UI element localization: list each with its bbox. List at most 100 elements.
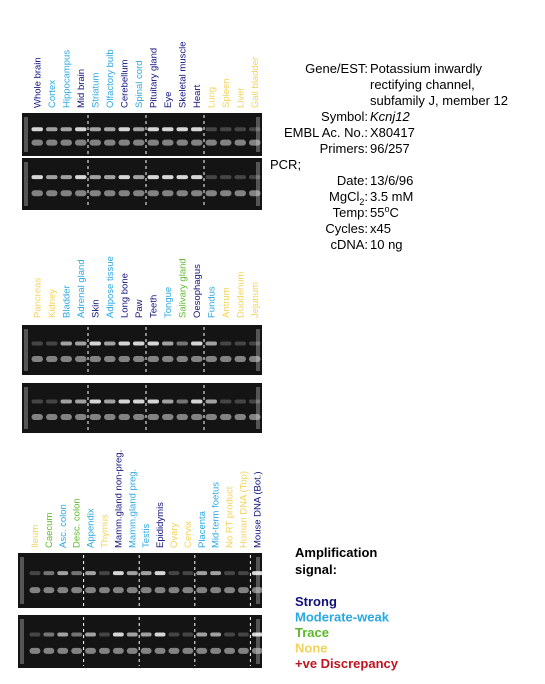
ladder [24, 387, 28, 429]
lane-label: Hippocampus [61, 50, 72, 108]
band-product [99, 571, 110, 576]
band-product [182, 571, 194, 576]
band-product [46, 175, 58, 180]
band-product [220, 127, 232, 132]
band-primer [60, 190, 72, 197]
band-primer [46, 356, 58, 362]
band-primer [118, 190, 130, 197]
lane-label: Pancreas [32, 278, 43, 318]
info-value: C [389, 205, 398, 220]
band-product [126, 571, 138, 576]
info-label: Primers: [320, 141, 368, 156]
band-primer [133, 139, 145, 146]
lane-label: Placenta [197, 510, 208, 548]
band-primer [234, 356, 246, 362]
band-primer [162, 139, 174, 146]
lane-label: Lung [206, 87, 217, 108]
gel [22, 158, 262, 210]
band-product [234, 127, 246, 132]
band-primer [29, 587, 41, 594]
band-product [162, 127, 174, 132]
lane-label: Jejunum [250, 282, 261, 318]
band-primer [234, 190, 246, 197]
band-product [89, 175, 101, 180]
lane-label: Desc. colon [72, 498, 83, 548]
band-product [118, 341, 130, 346]
band-primer [112, 587, 124, 594]
band-product [31, 399, 43, 404]
band-primer [85, 647, 96, 654]
lane-label: Ileum [30, 525, 41, 548]
info-label: : [364, 189, 368, 204]
lane-label: Caecum [44, 513, 55, 548]
info-label: 2 [359, 197, 364, 207]
info-label: cDNA: [330, 237, 368, 252]
band-primer [191, 414, 203, 420]
band-product [191, 341, 203, 346]
band-primer [147, 356, 159, 362]
band-primer [133, 190, 145, 197]
band-primer [238, 587, 249, 594]
gel [18, 553, 262, 608]
band-product [205, 399, 217, 404]
legend-item: Trace [295, 625, 329, 640]
band-primer [154, 587, 166, 594]
lane-label: Testis [141, 523, 152, 548]
ladder [256, 619, 260, 664]
band-product [60, 341, 72, 346]
band-product [57, 571, 69, 576]
info-value: 3.5 mM [370, 189, 413, 204]
band-product [104, 341, 116, 346]
info-label: Date: [337, 173, 368, 188]
band-primer [60, 139, 72, 146]
band-primer [196, 587, 208, 594]
lane-label: No RT product [225, 486, 236, 548]
ladder [256, 387, 260, 429]
info-label: Gene/EST: [305, 61, 368, 76]
band-primer [162, 414, 174, 420]
band-primer [29, 647, 41, 654]
band-primer [162, 356, 174, 362]
band-primer [75, 139, 87, 146]
band-product [210, 632, 222, 637]
lane-label: Heart [192, 84, 203, 108]
band-product [71, 632, 83, 637]
band-product [205, 341, 217, 346]
band-product [249, 399, 261, 404]
info-label: MgCl [329, 189, 359, 204]
gel [22, 113, 262, 156]
band-primer [31, 190, 43, 197]
band-product [147, 399, 159, 404]
band-product [191, 175, 203, 180]
band-primer [176, 356, 188, 362]
lane-label: Duodenum [235, 271, 246, 318]
band-primer [154, 647, 166, 654]
band-product [162, 399, 174, 404]
ladder [24, 329, 28, 371]
band-product [147, 341, 159, 346]
band-product [251, 571, 263, 576]
lane-label: Kidney [47, 289, 58, 318]
band-product [205, 175, 217, 180]
lane-label: Antrum [221, 287, 232, 318]
band-product [75, 399, 87, 404]
band-primer [191, 356, 203, 362]
lane-label: Liver [235, 87, 246, 108]
band-primer [99, 647, 110, 654]
lane-label: Eye [163, 92, 174, 108]
lane-label: Spinal cord [134, 60, 145, 108]
band-product [147, 175, 159, 180]
band-product [224, 571, 235, 576]
band-product [176, 341, 188, 346]
info-value: X80417 [370, 125, 415, 140]
band-product [75, 175, 87, 180]
band-primer [205, 139, 217, 146]
band-primer [147, 190, 159, 197]
band-product [133, 341, 145, 346]
info-value: 13/6/96 [370, 173, 413, 188]
band-primer [220, 356, 232, 362]
info-value: Potassium inwardly [370, 61, 482, 76]
band-primer [249, 414, 261, 420]
lane-label: Teeth [148, 295, 159, 318]
